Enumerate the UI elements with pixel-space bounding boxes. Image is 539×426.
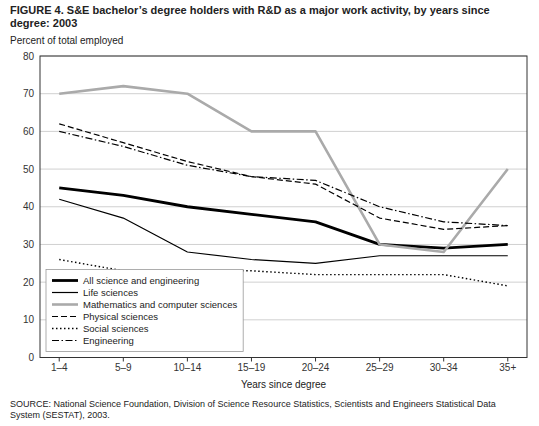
y-tick-label: 20 xyxy=(23,277,35,288)
plot-frame xyxy=(40,56,527,358)
legend-swatch xyxy=(52,328,78,329)
legend-label: All science and engineering xyxy=(83,275,199,286)
grid-line xyxy=(40,93,527,94)
y-tick-label: 30 xyxy=(23,239,35,250)
legend-swatch xyxy=(52,316,78,317)
x-tick-label: 35+ xyxy=(499,362,516,373)
lines xyxy=(59,86,508,286)
legend-label: Life sciences xyxy=(83,287,138,298)
x-tick-label: 1–4 xyxy=(51,362,68,373)
legend-swatch xyxy=(52,279,78,282)
grid-line xyxy=(40,169,527,170)
x-axis-label: Years since degree xyxy=(241,379,327,390)
y-tick-label: 0 xyxy=(28,352,34,363)
source-line: System (SESTAT), 2003. xyxy=(10,410,110,420)
x-tick-label: 25–29 xyxy=(366,362,394,373)
x-tick-label: 30–34 xyxy=(430,362,458,373)
legend-swatch xyxy=(52,292,78,293)
source-line: SOURCE: National Science Foundation, Div… xyxy=(10,399,496,409)
series-line xyxy=(59,86,508,252)
legend-swatch xyxy=(52,303,78,306)
chart: FIGURE 4. S&E bachelor’s degree holders … xyxy=(0,0,539,426)
y-tick-label: 50 xyxy=(23,164,35,175)
legend-swatch xyxy=(52,340,78,341)
legend-label: Physical sciences xyxy=(83,311,158,322)
title-line: degree: 2003 xyxy=(10,17,77,29)
legend-label: Social sciences xyxy=(83,323,149,334)
title: FIGURE 4. S&E bachelor’s degree holders … xyxy=(10,4,490,29)
source: SOURCE: National Science Foundation, Div… xyxy=(10,399,496,421)
series-line xyxy=(59,124,508,230)
y-tick-label: 70 xyxy=(23,88,35,99)
series-line xyxy=(59,199,508,263)
legend: All science and engineeringLife sciences… xyxy=(46,270,243,352)
legend-box xyxy=(46,270,243,352)
legend-label: Mathematics and computer sciences xyxy=(83,299,237,310)
x-tick-label: 5–9 xyxy=(115,362,132,373)
legend-label: Engineering xyxy=(83,335,134,346)
x-tick-label: 15–19 xyxy=(238,362,266,373)
y-tick-label: 80 xyxy=(23,51,35,62)
x-tick-label: 10–14 xyxy=(173,362,201,373)
title-line: FIGURE 4. S&E bachelor’s degree holders … xyxy=(10,4,490,16)
y-axis-label: Percent of total employed xyxy=(10,35,123,46)
series-line xyxy=(59,131,508,225)
y-tick-label: 40 xyxy=(23,201,35,212)
grid-line xyxy=(40,206,527,207)
y-tick-label: 60 xyxy=(23,126,35,137)
y-tick-label: 10 xyxy=(23,314,35,325)
grid-line xyxy=(40,244,527,245)
x-tick-label: 20–24 xyxy=(302,362,330,373)
series-line xyxy=(59,188,508,248)
